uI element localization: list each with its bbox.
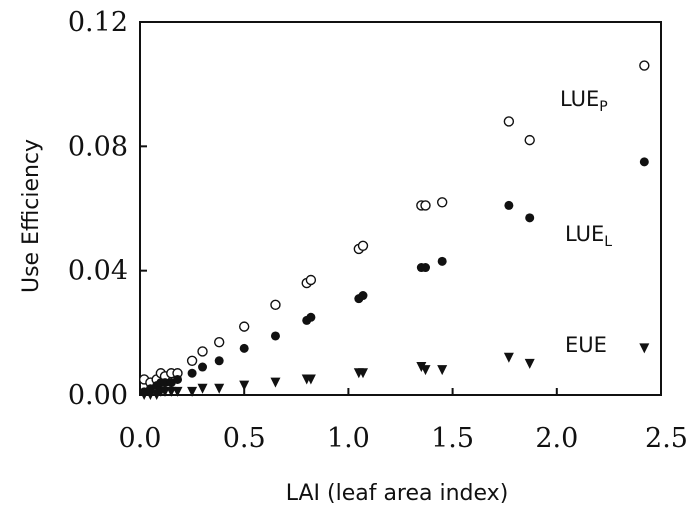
- y-tick-label: 0.12: [68, 7, 128, 38]
- y-tick-label: 0.08: [68, 131, 128, 162]
- luep-point: [436, 197, 448, 208]
- eue-point: [197, 383, 208, 394]
- eue-point: [437, 365, 448, 376]
- y-tick-label: 0.00: [68, 380, 128, 411]
- luep-point: [357, 240, 369, 252]
- luep-point: [420, 200, 431, 211]
- luep-point: [213, 336, 225, 348]
- eue-point: [357, 368, 368, 379]
- x-tick-label: 2.0: [535, 423, 578, 454]
- eue-point: [166, 386, 177, 397]
- luel-point: [187, 368, 197, 378]
- eue-point: [270, 377, 281, 388]
- eue-point: [524, 358, 535, 369]
- plot-frame: [139, 21, 662, 396]
- eue-point: [145, 390, 156, 400]
- series-label-sub: L: [604, 234, 612, 250]
- series-label-luep: LUEP: [560, 87, 608, 115]
- y-axis-title: Use Efficiency: [19, 139, 44, 293]
- luel-point: [306, 312, 316, 322]
- luep-point: [270, 299, 281, 311]
- eue-point: [503, 352, 514, 363]
- eue-point: [420, 365, 431, 376]
- y-tick-label: 0.04: [68, 256, 128, 287]
- luep-point: [503, 116, 515, 127]
- luep-point: [305, 274, 317, 286]
- series-label-main: LUE: [560, 87, 599, 111]
- series-label-sub: P: [599, 99, 607, 115]
- eue-point: [160, 386, 171, 397]
- luep-point: [238, 321, 250, 332]
- y-axis: 0.00 0.04 0.08 0.12: [68, 7, 147, 411]
- series-label-eue: EUE: [565, 333, 607, 357]
- luel-point: [639, 157, 649, 167]
- eue-point: [187, 386, 198, 397]
- luel-point: [358, 291, 368, 301]
- luep-point: [197, 346, 208, 357]
- eue-point: [639, 343, 650, 354]
- x-tick-label: 0.0: [119, 423, 162, 454]
- eue-point: [416, 362, 427, 373]
- data-points: [138, 60, 650, 400]
- plot-border: [139, 21, 662, 396]
- eue-point: [305, 374, 316, 385]
- luel-point: [173, 374, 183, 384]
- eue-point: [172, 386, 183, 397]
- luep-point: [186, 355, 198, 367]
- x-tick-label: 0.5: [223, 423, 266, 454]
- luel-point: [504, 200, 514, 210]
- luep-point: [639, 60, 650, 71]
- x-tick-label: 2.5: [645, 423, 688, 454]
- luel-point: [214, 356, 224, 366]
- luel-point: [437, 256, 447, 266]
- luel-point: [525, 213, 535, 223]
- luel-point: [270, 331, 280, 341]
- series-label-main: LUE: [565, 222, 604, 246]
- eue-point: [214, 383, 225, 394]
- x-axis-title: LAI (leaf area index): [286, 481, 509, 506]
- eue-point: [139, 390, 150, 400]
- luel-point: [160, 378, 170, 388]
- x-axis: 0.0 0.5 1.0 1.5 2.0 2.5: [119, 388, 688, 454]
- series-label-luel: LUEL: [565, 222, 612, 250]
- x-tick-label: 1.0: [327, 423, 370, 454]
- luel-point: [421, 263, 431, 273]
- series-label-main: EUE: [565, 333, 607, 357]
- luel-point: [239, 343, 249, 353]
- eue-point: [239, 380, 250, 391]
- luep-point: [524, 134, 535, 146]
- luel-point: [198, 362, 208, 372]
- x-tick-label: 1.5: [431, 423, 474, 454]
